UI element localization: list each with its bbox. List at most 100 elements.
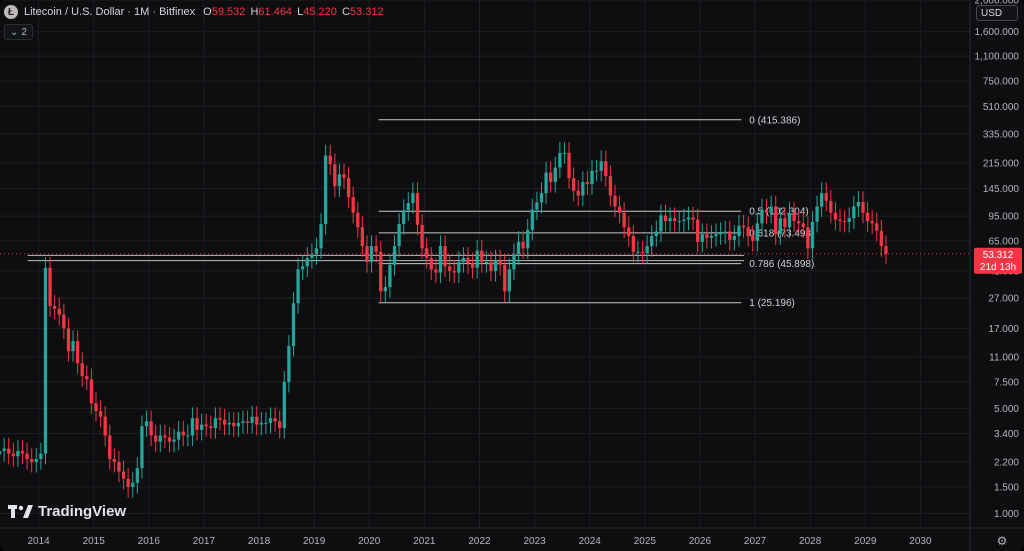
candle-body: [833, 212, 838, 220]
candle-body: [627, 227, 631, 237]
candle-body: [792, 212, 796, 222]
candle-body: [571, 178, 576, 191]
candle-body: [774, 206, 778, 235]
candle-body: [43, 267, 48, 454]
candle-body: [507, 269, 511, 292]
candle-body: [861, 201, 865, 213]
litecoin-icon: Ł: [4, 5, 18, 19]
candle-body: [824, 193, 828, 201]
candle-body: [539, 193, 544, 203]
candle-body: [213, 418, 218, 429]
y-tick-label: 27.000: [988, 294, 1019, 305]
fib-level-label: 0.786 (45.898): [749, 259, 814, 270]
candle-body: [728, 231, 732, 240]
candle-body: [227, 422, 231, 425]
candle-body: [108, 435, 112, 460]
candle-body: [333, 164, 337, 187]
candle-body: [709, 236, 714, 238]
candle-body: [131, 482, 135, 487]
candle-body: [714, 234, 718, 237]
candle-body: [291, 303, 296, 346]
fib-level-label: 0 (415.386): [749, 115, 800, 126]
candle-body: [452, 270, 456, 273]
last-price-value: 53.312: [983, 250, 1014, 261]
candle-body: [447, 266, 452, 271]
x-tick-label: 2019: [303, 536, 326, 547]
candle-body: [282, 381, 286, 429]
candle-body: [89, 379, 94, 404]
x-tick-label: 2027: [744, 536, 767, 547]
candle-body: [732, 236, 737, 240]
candle-body: [443, 246, 447, 267]
candle-body: [209, 426, 213, 429]
candle-body: [760, 209, 764, 224]
candle-body: [30, 459, 34, 462]
candle-body: [576, 190, 580, 196]
x-tick-label: 2024: [579, 536, 602, 547]
candle-body: [659, 215, 663, 232]
currency-button[interactable]: USD: [976, 5, 1018, 21]
candle-body: [530, 209, 534, 230]
candle-body: [39, 453, 43, 460]
candle-body: [264, 422, 268, 424]
candle-body: [365, 246, 369, 263]
candle-body: [847, 218, 851, 222]
candle-body: [636, 251, 640, 253]
candle-body: [875, 223, 879, 231]
candle-body: [787, 212, 792, 228]
candle-body: [865, 212, 870, 222]
candle-body: [163, 435, 167, 438]
candle-body: [287, 345, 291, 382]
candle-body: [879, 230, 884, 247]
candle-body: [392, 246, 397, 265]
candle-body: [741, 225, 746, 228]
candle-body: [425, 248, 429, 258]
candle-body: [379, 251, 383, 292]
candle-body: [737, 225, 741, 237]
candle-body: [549, 172, 553, 183]
close-value: 53.312: [349, 6, 384, 18]
candle-body: [190, 418, 195, 436]
candle-body: [498, 260, 502, 265]
candle-body: [356, 212, 360, 228]
y-tick-label: 2,600.000: [975, 0, 1020, 7]
candle-body: [801, 223, 805, 228]
candle-body: [516, 241, 521, 255]
candle-body: [622, 212, 626, 228]
candle-body: [512, 254, 516, 270]
candle-body: [677, 221, 681, 223]
candle-body: [172, 439, 176, 442]
candle-body: [470, 263, 475, 268]
candle-body: [20, 451, 25, 454]
y-tick-label: 2.200: [994, 457, 1019, 468]
candle-body: [829, 200, 833, 213]
settings-gear-icon[interactable]: ⚙: [996, 534, 1008, 548]
chevron-down-icon: ⌄: [10, 26, 19, 38]
candle-body: [415, 193, 420, 225]
candle-body: [402, 210, 406, 225]
brand-name: TradingView: [38, 503, 127, 520]
candle-body: [0, 451, 2, 455]
symbol-title[interactable]: Litecoin / U.S. Dollar · 1M · Bitfinex: [24, 6, 196, 18]
candle-body: [852, 206, 856, 219]
y-tick-label: 3.400: [994, 429, 1019, 440]
candle-body: [764, 209, 769, 213]
x-tick-label: 2023: [523, 536, 546, 547]
candle-body: [126, 478, 130, 487]
candle-body: [278, 421, 282, 429]
x-tick-label: 2028: [799, 536, 822, 547]
candle-body: [241, 421, 245, 423]
candle-body: [273, 418, 277, 422]
x-tick-label: 2021: [413, 536, 436, 547]
candle-body: [755, 223, 760, 241]
candle-body: [842, 221, 847, 223]
open-label: O: [203, 6, 212, 18]
candle-body: [838, 219, 842, 222]
indicators-toggle[interactable]: ⌄ 2: [4, 24, 33, 40]
candle-body: [585, 182, 590, 185]
candle-body: [328, 155, 332, 165]
candle-body: [34, 459, 38, 462]
candle-body: [245, 421, 250, 423]
